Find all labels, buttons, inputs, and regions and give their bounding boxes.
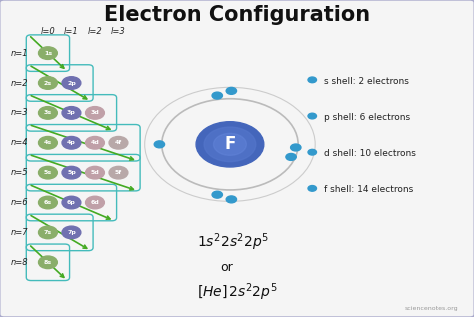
Text: 4s: 4s [44, 140, 52, 145]
Text: 5d: 5d [91, 170, 100, 175]
Text: 7p: 7p [67, 230, 76, 235]
Text: $1s^{2}2s^{2}2p^{5}$: $1s^{2}2s^{2}2p^{5}$ [197, 231, 269, 253]
Circle shape [109, 166, 128, 179]
Text: 3d: 3d [91, 110, 100, 115]
Text: f shell: 14 electrons: f shell: 14 electrons [324, 185, 413, 194]
Text: sciencenotes.org: sciencenotes.org [404, 306, 458, 311]
Circle shape [196, 122, 264, 167]
Circle shape [212, 92, 222, 99]
Circle shape [291, 144, 301, 151]
Text: 4p: 4p [67, 140, 76, 145]
Text: 2s: 2s [44, 81, 52, 86]
Text: 8s: 8s [44, 260, 52, 265]
Text: 6p: 6p [67, 200, 76, 205]
Circle shape [308, 185, 317, 191]
Text: l=0: l=0 [41, 27, 55, 36]
Text: Electron Configuration: Electron Configuration [104, 5, 370, 25]
Circle shape [308, 113, 317, 119]
Text: 3s: 3s [44, 110, 52, 115]
Circle shape [62, 226, 81, 239]
Text: s shell: 2 electrons: s shell: 2 electrons [324, 77, 409, 86]
Circle shape [154, 141, 164, 148]
Circle shape [308, 77, 317, 83]
Circle shape [62, 77, 81, 89]
Circle shape [62, 166, 81, 179]
Circle shape [62, 196, 81, 209]
Text: l=1: l=1 [64, 27, 79, 36]
Text: F: F [224, 135, 236, 153]
Text: n=8: n=8 [10, 258, 28, 267]
Circle shape [38, 107, 57, 119]
Text: 1s: 1s [44, 51, 52, 55]
Circle shape [308, 149, 317, 155]
Text: n=5: n=5 [10, 168, 28, 177]
Circle shape [85, 107, 104, 119]
Text: or: or [220, 261, 233, 274]
Circle shape [109, 137, 128, 149]
Text: n=4: n=4 [10, 138, 28, 147]
Circle shape [38, 166, 57, 179]
Text: 5p: 5p [67, 170, 76, 175]
Text: 5f: 5f [115, 170, 122, 175]
Text: n=7: n=7 [10, 228, 28, 237]
Text: n=2: n=2 [10, 79, 28, 87]
Text: $[He]\, 2s^{2}2p^{5}$: $[He]\, 2s^{2}2p^{5}$ [197, 281, 278, 303]
Circle shape [38, 137, 57, 149]
Text: d shell: 10 electrons: d shell: 10 electrons [324, 149, 416, 158]
Text: l=3: l=3 [111, 27, 126, 36]
Text: 6d: 6d [91, 200, 100, 205]
Text: n=3: n=3 [10, 108, 28, 117]
Circle shape [212, 191, 222, 198]
Circle shape [38, 226, 57, 239]
Circle shape [226, 87, 237, 94]
Circle shape [204, 127, 256, 162]
Text: p shell: 6 electrons: p shell: 6 electrons [324, 113, 410, 122]
Text: 6s: 6s [44, 200, 52, 205]
Circle shape [213, 133, 246, 155]
Circle shape [38, 77, 57, 89]
Circle shape [85, 137, 104, 149]
Circle shape [62, 137, 81, 149]
Circle shape [62, 107, 81, 119]
Circle shape [226, 196, 237, 203]
Text: n=6: n=6 [10, 198, 28, 207]
Circle shape [38, 196, 57, 209]
Circle shape [85, 166, 104, 179]
Circle shape [38, 47, 57, 59]
Text: n=1: n=1 [10, 49, 28, 58]
Text: 4d: 4d [91, 140, 100, 145]
Text: 4f: 4f [115, 140, 122, 145]
Text: 5s: 5s [44, 170, 52, 175]
Circle shape [38, 256, 57, 268]
Text: 3p: 3p [67, 110, 76, 115]
Circle shape [286, 153, 296, 160]
Text: 2p: 2p [67, 81, 76, 86]
Text: l=2: l=2 [88, 27, 102, 36]
Text: 7s: 7s [44, 230, 52, 235]
Circle shape [85, 196, 104, 209]
